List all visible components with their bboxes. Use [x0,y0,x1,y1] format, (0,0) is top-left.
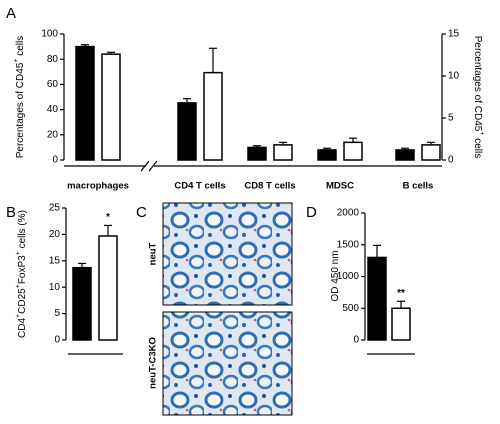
axis-title: Percentages of CD45+ cells [472,36,484,159]
bar [273,144,293,161]
x-tick-label: CD4 T cells [174,181,225,192]
y-tick-label: 10 [49,282,61,293]
superscript: + [15,314,22,318]
axis-title: OD 450 nm [330,250,341,301]
bar [317,149,337,161]
label-text: cells [15,36,26,59]
bar [343,141,363,161]
y-tick-label: 100 [41,29,58,40]
x-tick-label: B cells [403,181,434,192]
label-text: CD4 [17,318,28,338]
label-text: Percentages of CD45 [472,36,483,132]
y-tick-label: 25 [49,203,61,214]
y-tick-label: 0 [353,335,359,346]
axis-title: CD4+CD25+FoxP3+ cells (%) [15,210,27,338]
image-label: neuT [148,242,159,265]
y2-tick-label: 10 [448,71,460,82]
label-text: OD 450 nm [330,250,341,301]
y2-tick-label: 5 [448,113,454,124]
y-tick-label: 40 [47,104,59,115]
y2-tick-label: 0 [448,155,454,166]
label-text: Percentages of CD45 [15,62,26,158]
significance: ** [397,288,405,299]
x-tick-label: CD8 T cells [244,181,295,192]
panel-label: A [6,5,16,22]
y-tick-label: 2000 [337,208,360,219]
panel-label: D [306,204,317,221]
significance: * [106,212,110,223]
y-tick-label: 500 [342,303,359,314]
bar [72,266,92,341]
bar [101,53,121,161]
y-tick-label: 20 [47,129,59,140]
bar [177,102,197,161]
x-tick-label: MDSC [326,181,354,192]
label-text: FoxP3 [17,255,28,284]
superscript: + [15,284,22,288]
micrograph [162,311,293,416]
y-tick-label: 80 [47,54,59,65]
superscript: + [15,251,22,255]
bar [75,45,95,161]
y-tick-label: 5 [54,308,60,319]
label-text: CD25 [17,288,28,314]
panel-label: B [6,204,16,221]
panel-label: C [136,204,147,221]
bar [395,149,415,161]
y-tick-label: 20 [49,229,61,240]
y-tick-label: 1500 [337,239,360,250]
micrograph [162,202,293,306]
axis-break [140,160,158,172]
label-text: cells (%) [17,210,28,251]
y-tick-label: 60 [47,79,59,90]
bar [391,307,411,341]
x-tick-label: macrophages [67,181,129,192]
superscript: + [478,131,485,135]
bar [98,235,118,341]
bar [367,256,387,341]
superscript: + [13,59,20,63]
y-tick-label: 0 [52,155,58,166]
bar [203,71,223,161]
bar [421,144,441,161]
y-tick-label: 1000 [337,271,360,282]
axis-title: Percentages of CD45+ cells [13,36,25,159]
y-tick-label: 0 [54,335,60,346]
label-text: cells [472,135,483,158]
bar [247,146,267,161]
image-label: neuT-C3KO [148,337,159,389]
y2-tick-label: 15 [448,29,460,40]
y-tick-label: 15 [49,255,61,266]
